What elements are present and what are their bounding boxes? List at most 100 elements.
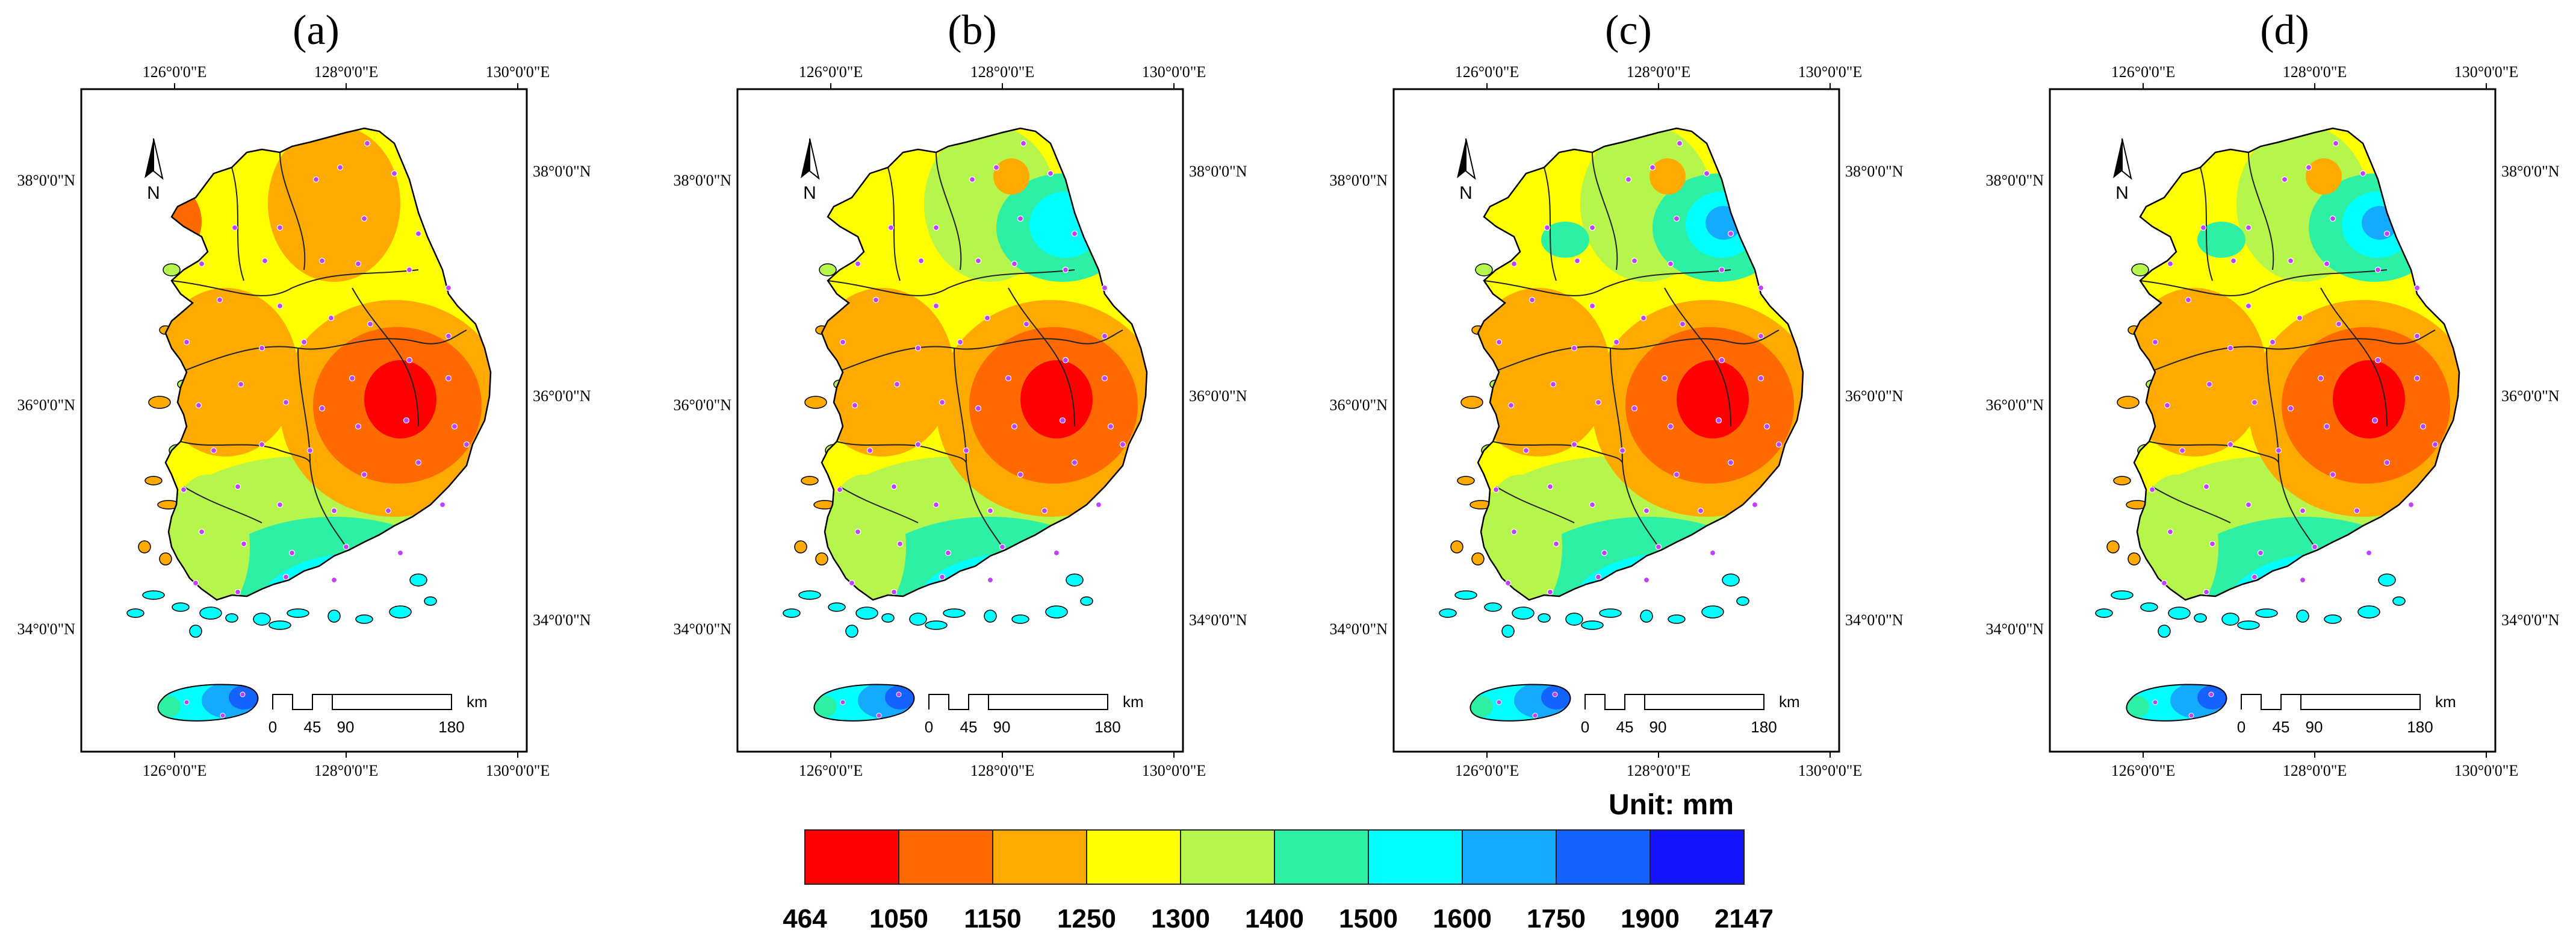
station-dot (2203, 483, 2210, 490)
station-dot (216, 296, 223, 304)
station-dot (2245, 501, 2252, 508)
station-dot (210, 447, 217, 454)
station-dot (445, 375, 452, 382)
island (424, 596, 437, 606)
station-dot (1119, 441, 1126, 448)
station-dot (355, 423, 362, 430)
island (801, 476, 819, 485)
station-dot (1495, 338, 1503, 346)
scale-tick: 45 (960, 718, 978, 736)
station-dot (1673, 215, 1680, 222)
scale-tick: 45 (2273, 718, 2290, 736)
top-lon-label: 130°0'0"E (2454, 63, 2519, 81)
island (2378, 573, 2396, 587)
island (1011, 614, 1029, 624)
station-dot (917, 257, 925, 264)
left-lat-label: 34°0'0"N (1986, 620, 2044, 638)
island (189, 625, 202, 638)
station-dot (1071, 459, 1078, 466)
legend-swatch (1368, 829, 1463, 885)
station-dot (945, 549, 952, 557)
station-dot (1709, 549, 1716, 557)
station-dot (1676, 140, 1683, 147)
station-dot (2413, 284, 2421, 292)
island (1066, 573, 1084, 587)
station-dot (1643, 507, 1650, 514)
island (138, 540, 151, 554)
station-dot (1571, 345, 1578, 352)
island (389, 605, 412, 619)
station-dot (198, 528, 205, 535)
station-dot (361, 215, 368, 222)
station-dot (184, 699, 190, 705)
island (1581, 620, 1604, 630)
station-dot (1655, 543, 1662, 550)
island (1722, 573, 1740, 587)
station-dot (1667, 260, 1674, 267)
bottom-lon-label: 130°0'0"E (486, 762, 550, 779)
station-dot (1667, 423, 1674, 430)
right-lat-label: 34°0'0"N (1189, 611, 1247, 629)
station-dot (1492, 486, 1500, 493)
right-lat-label: 36°0'0"N (1189, 387, 1247, 405)
station-dot (192, 579, 199, 587)
station-dot (2208, 691, 2214, 697)
station-dot (1703, 170, 1710, 177)
station-dot (306, 447, 314, 454)
legend-swatch (804, 829, 899, 885)
station-dot (2275, 447, 2282, 454)
scale-tick: 180 (1751, 718, 1777, 736)
station-dot (385, 507, 392, 514)
station-dot (2413, 375, 2421, 382)
scale-tick: 90 (993, 718, 1011, 736)
station-dot (1529, 296, 1536, 304)
station-dot (2353, 507, 2360, 514)
station-dot (2206, 381, 2213, 388)
bottom-lon-label: 130°0'0"E (1142, 762, 1206, 779)
station-dot (1504, 579, 1512, 587)
legend-swatch (1274, 829, 1369, 885)
legend-swatch (992, 829, 1087, 885)
station-dot (2332, 140, 2339, 147)
station-dot (896, 540, 904, 547)
station-dot (2200, 224, 2207, 231)
station-dot (963, 447, 970, 454)
station-dot (327, 314, 335, 322)
station-dot (367, 320, 374, 328)
station-dot (331, 576, 338, 584)
station-dot (2374, 266, 2382, 273)
station-dot (1631, 257, 1638, 264)
island (855, 607, 878, 620)
station-dot (2323, 260, 2330, 267)
station-dot (1595, 399, 1602, 406)
station-dot (1757, 375, 1764, 382)
station-dot (2161, 579, 2168, 587)
station-dot (975, 257, 982, 264)
station-dot (415, 459, 422, 466)
station-dot (987, 576, 994, 584)
island (1701, 605, 1724, 619)
station-dot (258, 345, 265, 352)
station-dot (2257, 549, 2264, 557)
station-dot (2251, 399, 2258, 406)
station-dot (445, 332, 452, 340)
scale-tick: 0 (1581, 718, 1589, 736)
panel-label: (c) (1605, 7, 1652, 54)
station-dot (975, 405, 982, 412)
island (1460, 396, 1483, 409)
island (2296, 610, 2309, 623)
station-dot (195, 402, 202, 409)
legend-break: 1300 (1151, 904, 1210, 934)
station-dot (234, 483, 241, 490)
legend-break: 1900 (1621, 904, 1680, 934)
panel-label: (a) (293, 7, 340, 54)
station-dot (1547, 483, 1554, 490)
island (1454, 590, 1477, 600)
jeju-island (2126, 684, 2227, 722)
station-dot (848, 579, 855, 587)
north-arrow-icon: N (801, 138, 820, 203)
station-dot (999, 543, 1006, 550)
station-dot (2251, 573, 2258, 581)
